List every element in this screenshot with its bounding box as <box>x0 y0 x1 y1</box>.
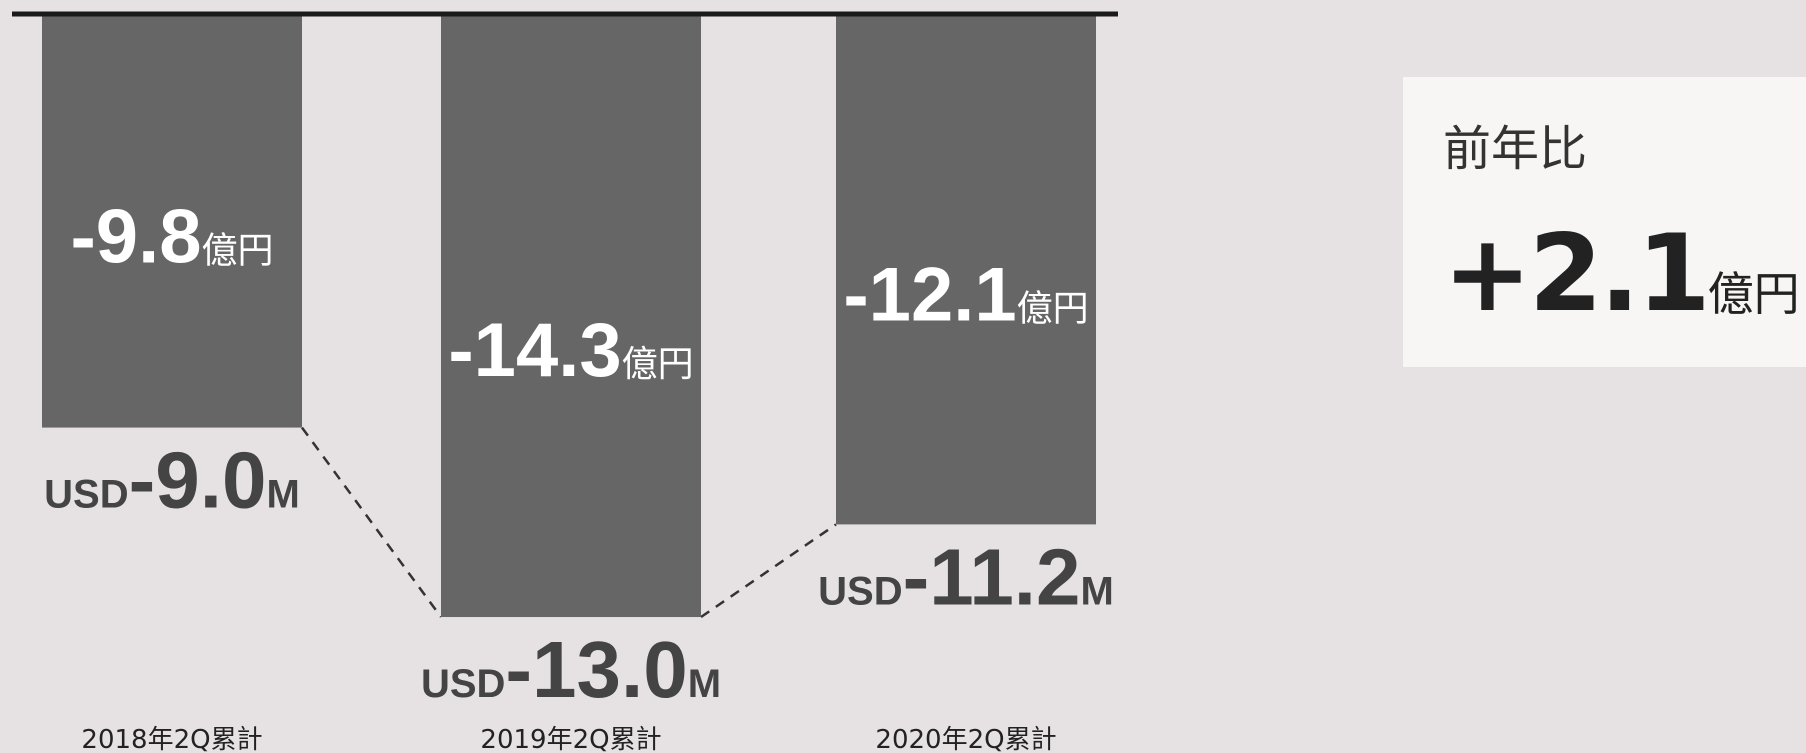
category-label: 2019年2Q累計 <box>480 725 661 753</box>
usd-unit: M <box>688 662 721 706</box>
usd-number: -13.0 <box>505 625 687 714</box>
yoy-card: 前年比 +2.1億円 <box>1403 77 1806 367</box>
connector-line <box>700 523 837 619</box>
usd-label: USD-13.0M <box>421 625 721 714</box>
usd-unit: M <box>266 473 299 517</box>
bar <box>836 15 1096 525</box>
yoy-value: +2.1億円 <box>1443 212 1800 335</box>
usd-number: -9.0 <box>129 436 267 525</box>
usd-label: USD-11.2M <box>818 532 1114 621</box>
usd-number: -11.2 <box>903 532 1081 621</box>
bar-value-label: -14.3億円 <box>448 308 693 393</box>
bar-chart: -9.8億円USD-9.0M2018年2Q累計-14.3億円USD-13.0M2… <box>12 11 1118 753</box>
bar-value-unit: 億円 <box>201 231 273 272</box>
bar-value-number: -9.8 <box>71 195 202 280</box>
usd-label: USD-9.0M <box>44 436 300 525</box>
bar <box>441 15 701 618</box>
category-label: 2020年2Q累計 <box>875 725 1056 753</box>
usd-prefix: USD <box>421 662 505 706</box>
category-label: 2018年2Q累計 <box>81 725 262 753</box>
bar-value-number: -12.1 <box>843 253 1016 338</box>
bar <box>42 15 302 428</box>
bar-value-unit: 億円 <box>622 344 694 385</box>
bar-value-number: -14.3 <box>448 308 621 393</box>
usd-prefix: USD <box>818 569 902 613</box>
connector-line <box>300 426 443 618</box>
usd-prefix: USD <box>44 473 128 517</box>
bar-value-label: -9.8億円 <box>71 195 274 280</box>
yoy-number: +2.1 <box>1443 212 1711 335</box>
bar-value-unit: 億円 <box>1017 289 1089 330</box>
yoy-unit: 億円 <box>1707 267 1800 321</box>
usd-unit: M <box>1081 569 1114 613</box>
yoy-title: 前年比 <box>1443 121 1588 177</box>
bar-value-label: -12.1億円 <box>843 253 1088 338</box>
